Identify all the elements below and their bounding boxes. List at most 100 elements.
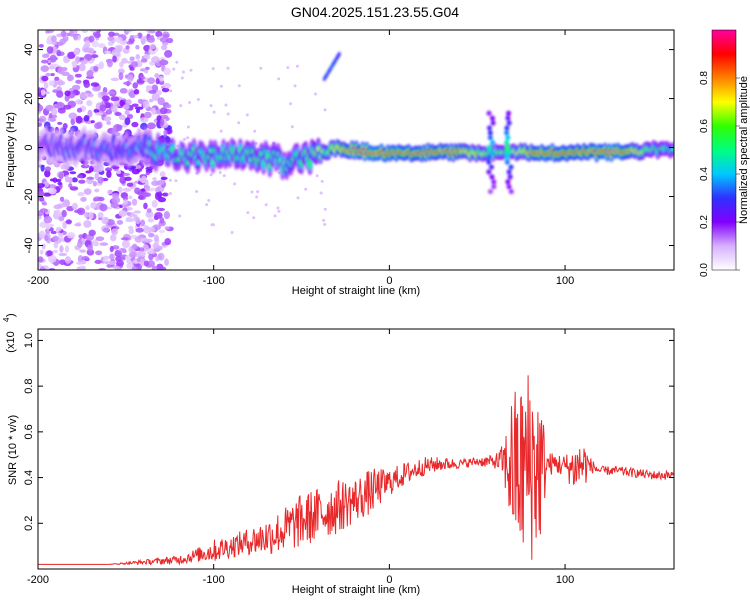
spectrogram-noise-blob <box>115 259 125 267</box>
spectrogram-noise-blob <box>83 220 92 228</box>
spectrogram-noise-blob <box>158 75 164 82</box>
spectrogram-noise-blob <box>125 99 132 105</box>
spectrogram-noise-blob <box>123 199 128 205</box>
spectrogram-noise-blob <box>237 84 241 88</box>
spectrogram-noise-blob <box>64 174 70 183</box>
spectrogram-noise-blob <box>101 91 109 97</box>
spectrogram-noise-blob <box>140 117 149 123</box>
spectrogram-noise-blob <box>94 112 104 116</box>
spectrogram-noise-blob <box>146 208 152 213</box>
spectrogram-noise-blob <box>50 73 55 77</box>
spectrogram-noise-blob <box>259 66 263 70</box>
spectrogram-noise-blob <box>38 190 45 197</box>
spectrogram-noise-blob <box>70 118 76 126</box>
spectrogram-noise-blob <box>52 114 57 119</box>
spectrogram-noise-blob <box>143 260 149 267</box>
spectrogram-noise-blob <box>64 256 72 264</box>
spectrogram-noise-blob <box>186 136 190 140</box>
spectrogram-noise-blob <box>101 95 110 102</box>
spectrogram-noise-blob <box>205 203 209 207</box>
spectrogram-noise-blob <box>120 237 130 241</box>
spectrogram-noise-blob <box>88 35 95 43</box>
spectrogram-noise-blob <box>159 266 167 270</box>
spectrogram-ridge-core <box>670 147 674 152</box>
spectrogram-noise-blob <box>162 82 171 89</box>
spectrogram-noise-blob <box>54 76 60 81</box>
spectrogram-noise-blob <box>157 252 165 261</box>
spectrogram-burst-cell <box>508 189 514 195</box>
spectrogram-noise-blob <box>38 44 44 48</box>
spectrogram-noise-blob <box>256 190 260 194</box>
spectrogram-noise-blob <box>86 100 93 107</box>
spectrogram-noise-blob <box>68 176 73 184</box>
spectrogram-noise-blob <box>115 46 123 53</box>
snr-y-tick-label: 0.4 <box>23 470 35 485</box>
spectrogram-noise-blob <box>57 121 63 125</box>
spectrogram-noise-blob <box>196 97 200 101</box>
spectrogram-noise-blob <box>127 74 134 82</box>
spectrogram-noise-blob <box>55 226 62 232</box>
spectrogram-x-tick-label: 100 <box>556 275 574 287</box>
spectrogram-noise-blob <box>160 58 166 66</box>
spectrogram-noise-blob <box>154 192 160 200</box>
spectrogram-noise-blob <box>159 217 165 224</box>
spectrogram-frame <box>37 29 675 271</box>
spectrogram-noise-blob <box>145 171 150 176</box>
spectrogram-noise-blob <box>273 214 277 218</box>
spectrogram-noise-blob <box>134 236 143 243</box>
spectrogram-noise-blob <box>165 103 172 109</box>
spectrogram-noise-blob <box>131 103 139 107</box>
spectrogram-noise-blob <box>56 49 62 57</box>
spectrogram-noise-blob <box>105 167 113 172</box>
spectrogram-noise-blob <box>89 30 98 33</box>
spectrogram-noise-blob <box>180 76 184 80</box>
spectrogram-noise-blob <box>90 120 95 124</box>
spectrogram-noise-blob <box>277 77 281 81</box>
spectrogram-noise-blob <box>131 266 138 270</box>
spectrogram-noise-blob <box>78 63 86 72</box>
spectrogram-noise-blob <box>39 267 46 270</box>
spectrogram-noise-blob <box>95 236 105 242</box>
spectrogram-noise-blob <box>90 54 99 59</box>
spectrogram-noise-blob <box>73 209 83 214</box>
spectrogram-burst-cell <box>486 110 492 116</box>
spectrogram-noise-blob <box>124 176 132 182</box>
spectrogram-noise-blob <box>41 201 48 206</box>
spectrogram-noise-blob <box>81 45 90 53</box>
spectrogram-noise-blob <box>183 137 187 141</box>
spectrogram-noise-blob <box>93 32 101 38</box>
spectrogram-noise-blob <box>117 186 123 193</box>
spectrogram-noise-blob <box>99 242 109 246</box>
spectrogram-noise-blob <box>127 225 134 230</box>
spectrogram-noise-blob <box>121 240 130 249</box>
spectrogram-noise-blob <box>118 114 126 121</box>
spectrogram-noise-blob <box>56 90 64 98</box>
spectrogram-noise-blob <box>175 60 179 64</box>
spectrogram-noise-blob <box>38 122 43 127</box>
spectrogram-noise-blob <box>46 250 53 257</box>
spectrogram-noise-blob <box>132 82 139 89</box>
colorbar-ticks: 0.0 0.2 0.4 0.6 0.8 <box>699 71 740 277</box>
spectrogram-noise-blob <box>124 110 130 116</box>
spectrogram-noise-blob <box>161 87 170 93</box>
spectrogram-noise-blob <box>145 210 154 219</box>
spectrogram-noise-blob <box>133 210 142 214</box>
spectrogram-burst-cell <box>486 154 492 160</box>
spectrogram-noise-blob <box>66 232 76 239</box>
spectrogram-noise-blob <box>134 187 141 195</box>
spectrogram-noise-blob <box>112 55 117 63</box>
spectrogram-noise-blob <box>148 253 154 261</box>
snr-y-multiplier-base: (x10 <box>5 331 17 352</box>
spectrogram-noise-blob <box>128 251 137 258</box>
spectrogram-noise-blob <box>141 75 146 80</box>
spectrogram-noise-blob <box>252 216 256 220</box>
spectrogram-noise-blob <box>99 203 108 212</box>
spectrogram-noise-blob <box>129 56 135 62</box>
spectrogram-noise-blob <box>40 164 45 172</box>
spectrogram-streak <box>337 52 341 56</box>
spectrogram-noise-blob <box>147 77 156 85</box>
spectrogram-ridge <box>38 52 674 195</box>
spectrogram-noise-blob <box>237 121 241 125</box>
spectrogram-noise-blob <box>73 48 80 56</box>
